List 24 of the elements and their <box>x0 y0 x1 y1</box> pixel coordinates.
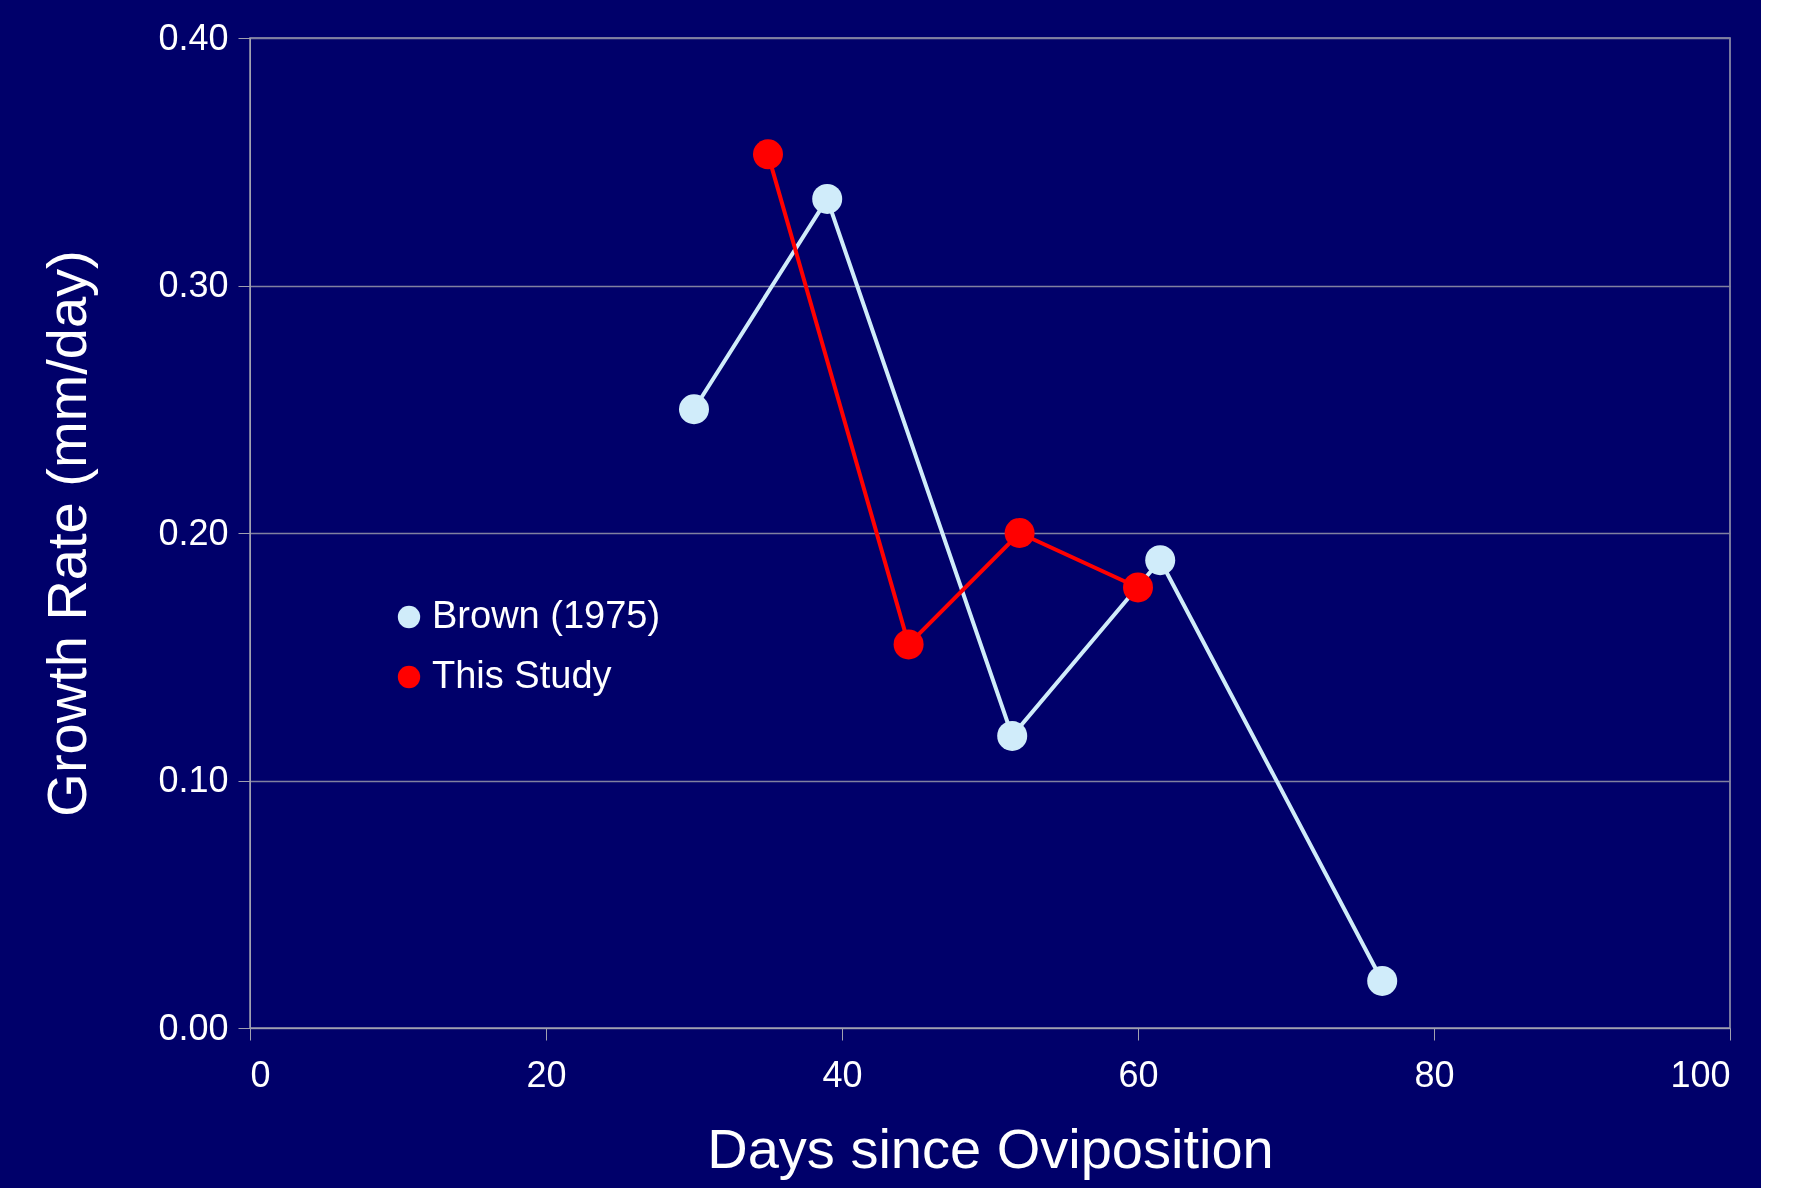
legend-label: Brown (1975) <box>432 594 661 636</box>
legend-label: This Study <box>432 654 612 696</box>
point <box>753 139 783 170</box>
x-axis-title: Days since Oviposition <box>707 1116 1274 1180</box>
x-tick-label: 0 <box>250 1053 271 1095</box>
point <box>893 629 924 660</box>
x-tick-label: 60 <box>1118 1053 1159 1095</box>
point <box>1123 572 1153 603</box>
point <box>812 183 843 214</box>
y-tick-label: 0.10 <box>158 759 229 800</box>
point <box>1145 545 1176 576</box>
y-tick-label: 0.40 <box>158 16 229 58</box>
y-axis-title: Growth Rate (mm/day) <box>35 250 99 817</box>
point <box>1367 966 1398 996</box>
x-tick-label: 20 <box>526 1053 567 1095</box>
y-tick-label: 0.30 <box>158 264 229 305</box>
x-tick-label: 40 <box>822 1053 863 1095</box>
y-tick-label: 0.00 <box>158 1006 229 1048</box>
point <box>997 720 1028 751</box>
point <box>1004 518 1035 548</box>
x-tick-label: 80 <box>1414 1053 1455 1095</box>
point <box>679 394 709 425</box>
x-tick-label: 100 <box>1670 1053 1731 1095</box>
y-tick-label: 0.20 <box>158 511 229 553</box>
